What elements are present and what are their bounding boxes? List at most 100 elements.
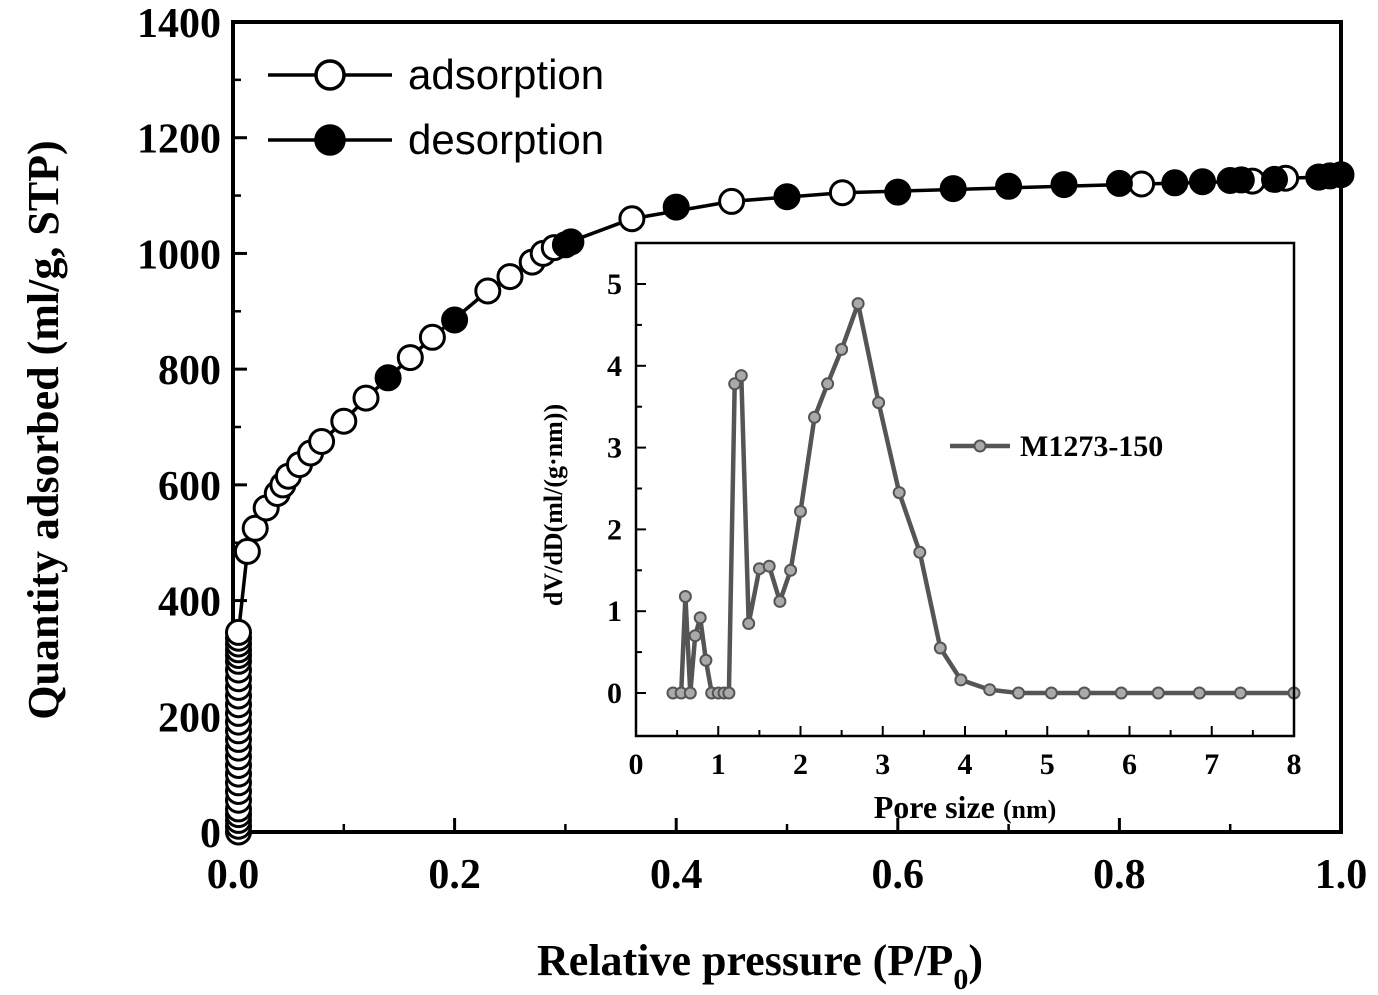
- legend-label-adsorption: adsorption: [408, 51, 604, 98]
- pore-size-point: [1151, 686, 1165, 700]
- pore-size-point: [1044, 686, 1058, 700]
- main-y-tick-label: 800: [158, 348, 221, 394]
- inset-x-axis-title: Pore size (nm): [874, 789, 1057, 825]
- main-x-tick-label: 1.0: [1315, 852, 1368, 898]
- main-x-axis-title: Relative pressure (P/P0): [537, 936, 983, 995]
- pore-size-point: [722, 686, 736, 700]
- main-y-axis-title: Quantity adsorbed (ml/g, STP): [19, 140, 68, 719]
- desorption-point: [773, 183, 801, 211]
- pore-size-point: [734, 369, 748, 383]
- main-y-tick-label: 400: [158, 580, 221, 626]
- pore-size-point: [762, 559, 776, 573]
- main-x-axis-title-text: Relative pressure (P/P: [537, 936, 953, 985]
- desorption-point: [939, 175, 967, 203]
- adsorption-point: [396, 344, 424, 372]
- inset-x-tick-label: 8: [1287, 748, 1302, 781]
- main-legend: adsorption desorption: [268, 51, 604, 163]
- inset-axis-ticks: 0 1 2 3 4 5 6 7 8 0 1 2 3 4 5: [607, 268, 1302, 781]
- main-y-tick-label: 0: [200, 811, 221, 857]
- adsorption-point: [618, 205, 646, 233]
- pore-size-point: [1012, 686, 1025, 700]
- pore-size-point: [1234, 686, 1247, 700]
- inset-legend: M1273-150: [950, 430, 1163, 463]
- pore-size-point: [933, 641, 947, 655]
- pore-size-point: [892, 486, 906, 500]
- pore-size-point: [773, 594, 787, 608]
- main-axis-ticks: 0.0 0.2 0.4 0.6 0.8 1.00200400600800100012001…: [137, 1, 1367, 898]
- desorption-point: [1105, 169, 1133, 197]
- pore-size-point: [699, 653, 713, 667]
- desorption-point: [557, 228, 585, 256]
- inset-y-tick-label: 1: [607, 595, 622, 628]
- pore-size-point: [835, 342, 849, 356]
- main-y-tick-label: 1000: [137, 232, 221, 278]
- pore-size-point: [913, 545, 927, 559]
- main-x-tick-label: 0.6: [872, 852, 925, 898]
- adsorption-point: [308, 428, 336, 455]
- desorption-point: [1161, 169, 1189, 197]
- inset-x-axis-title-text: Pore size: [874, 789, 995, 825]
- pore-size-point: [784, 563, 798, 577]
- main-x-tick-label: 0.0: [207, 852, 260, 898]
- adsorption-point: [828, 179, 856, 207]
- adsorption-point: [233, 537, 261, 565]
- desorption-point: [1327, 161, 1355, 189]
- inset-x-tick-label: 2: [793, 748, 808, 781]
- main-x-tick-label: 0.4: [650, 852, 703, 898]
- pore-size-point: [693, 611, 707, 625]
- pore-size-point: [821, 377, 835, 391]
- inset-legend-label: M1273-150: [1020, 430, 1163, 463]
- inset-x-axis-title-unit: (nm): [1003, 795, 1056, 824]
- main-y-tick-label: 1200: [137, 117, 221, 163]
- pore-size-point: [794, 504, 807, 518]
- adsorption-point: [418, 323, 446, 351]
- pore-size-point: [688, 629, 702, 643]
- inset-x-tick-label: 1: [711, 748, 726, 781]
- desorption-point: [995, 172, 1023, 200]
- pore-size-point: [954, 673, 968, 687]
- adsorption-point: [352, 384, 380, 412]
- pore-size-point: [1192, 686, 1206, 700]
- adsorption-point: [1128, 170, 1156, 198]
- inset-y-axis-title: dV/dD(ml/(g·nm)): [539, 404, 568, 606]
- desorption-point: [1227, 166, 1255, 194]
- pore-size-point: [683, 686, 697, 700]
- inset-x-tick-label: 5: [1040, 748, 1055, 781]
- adsorption-point: [496, 263, 524, 291]
- inset-y-tick-label: 3: [607, 432, 622, 465]
- pore-size-point: [983, 683, 997, 697]
- inset-x-tick-label: 3: [875, 748, 890, 781]
- legend-marker-desorption: [314, 124, 346, 156]
- main-x-axis-title-end: ): [968, 936, 983, 985]
- pore-size-point: [808, 410, 821, 424]
- inset-y-tick-label: 0: [607, 677, 622, 710]
- adsorption-point: [225, 618, 252, 646]
- inset-x-tick-label: 0: [629, 748, 644, 781]
- desorption-point: [662, 193, 690, 221]
- inset-x-tick-label: 6: [1122, 748, 1137, 781]
- main-y-tick-label: 1400: [137, 1, 221, 47]
- legend-marker-adsorption: [314, 59, 346, 91]
- main-x-tick-label: 0.2: [428, 852, 481, 898]
- adsorption-point: [330, 407, 358, 435]
- main-y-tick-label: 200: [158, 695, 221, 741]
- adsorption-point: [474, 277, 502, 305]
- desorption-point: [1189, 168, 1216, 196]
- pore-size-point: [678, 590, 692, 603]
- desorption-point: [441, 306, 469, 334]
- adsorption-point: [718, 187, 746, 215]
- desorption-point: [1261, 165, 1288, 193]
- legend-label-desorption: desorption: [408, 116, 604, 163]
- adsorption-point: [241, 514, 269, 542]
- inset-y-tick-label: 2: [607, 513, 622, 546]
- main-x-tick-label: 0.8: [1093, 852, 1146, 898]
- pore-size-point: [742, 617, 756, 630]
- inset-x-tick-label: 4: [958, 748, 973, 781]
- main-x-axis-title-subscript: 0: [953, 963, 968, 995]
- inset-legend-marker: [973, 439, 987, 453]
- inset-series-layer: [666, 297, 1301, 700]
- pore-size-point: [728, 377, 742, 391]
- main-y-tick-label: 600: [158, 464, 221, 510]
- pore-size-point: [851, 297, 865, 311]
